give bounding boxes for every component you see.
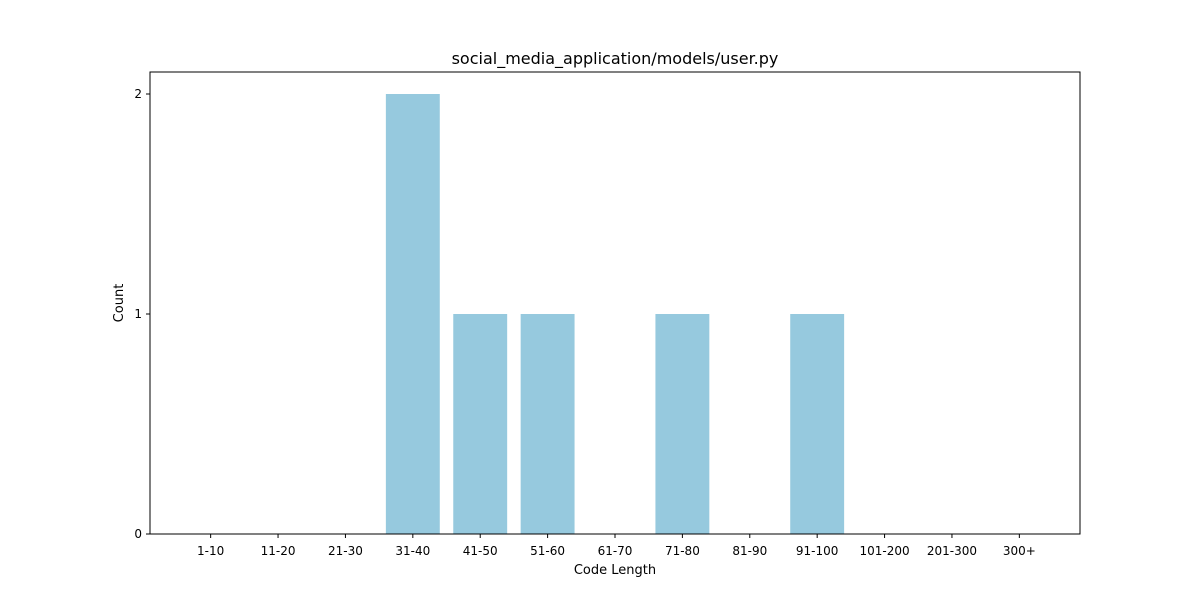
y-axis-label: Count — [112, 284, 127, 323]
bar-71-80 — [655, 314, 710, 534]
plot-area-frame — [149, 71, 1081, 535]
x-axis-ticks: 1-10 11-20 21-30 31-40 41-50 51-60 61-70 71-80 8… — [197, 534, 1036, 558]
x-axis-label: Code Length — [574, 563, 656, 578]
y-axis-ticks: 0 1 2 — [134, 87, 150, 541]
x-tick-label: 1-10 — [197, 544, 224, 558]
x-tick-label: 31-40 — [395, 544, 430, 558]
x-tick-label: 91-100 — [796, 544, 839, 558]
bars-group — [385, 94, 845, 534]
bar-91-100 — [790, 314, 845, 534]
y-tick-label: 1 — [134, 307, 142, 321]
bar-31-40 — [385, 94, 440, 534]
x-tick-label: 51-60 — [530, 544, 565, 558]
x-tick-label: 71-80 — [665, 544, 700, 558]
x-tick-label: 41-50 — [463, 544, 498, 558]
chart-title: social_media_application/models/user.py — [452, 49, 779, 69]
y-tick-label: 2 — [134, 87, 142, 101]
x-tick-label: 101-200 — [859, 544, 909, 558]
bar-41-50 — [453, 314, 508, 534]
x-tick-label: 201-300 — [927, 544, 977, 558]
x-tick-label: 61-70 — [598, 544, 633, 558]
bar-51-60 — [520, 314, 575, 534]
x-tick-label: 21-30 — [328, 544, 363, 558]
x-tick-label: 81-90 — [732, 544, 767, 558]
x-tick-label: 300+ — [1003, 544, 1036, 558]
y-tick-label: 0 — [134, 527, 142, 541]
x-tick-label: 11-20 — [261, 544, 296, 558]
